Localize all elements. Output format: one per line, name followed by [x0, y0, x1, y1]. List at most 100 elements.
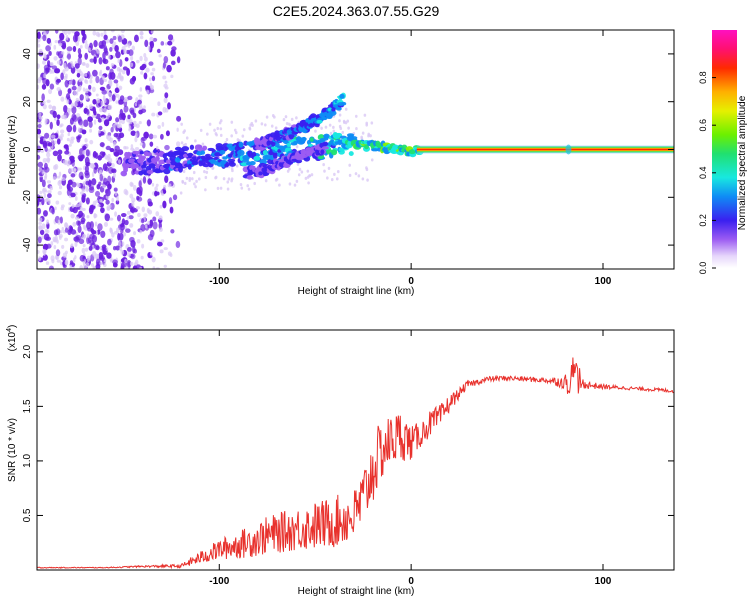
spectral-cell	[160, 41, 165, 46]
spectral-cell	[230, 120, 234, 124]
spectral-cell	[107, 54, 111, 60]
spectral-cell	[306, 169, 310, 173]
spectral-cell	[265, 115, 269, 119]
spectral-cell	[140, 71, 144, 75]
y-tick-label: -20	[22, 190, 33, 205]
spectral-cell	[176, 56, 181, 64]
spectral-cell	[79, 77, 84, 82]
spectral-cell	[137, 99, 142, 105]
spectral-cell	[93, 119, 97, 125]
spectral-cell	[53, 44, 57, 50]
spectral-cell	[290, 117, 294, 122]
spectral-cell	[96, 97, 101, 104]
y-tick-label: 20	[22, 96, 33, 108]
spectral-cell	[112, 35, 117, 41]
spectral-cell	[79, 44, 83, 49]
spectral-cell	[69, 155, 75, 162]
spectral-cell	[188, 152, 193, 158]
spectral-cell	[234, 131, 238, 135]
spectral-cell	[38, 256, 42, 262]
spectral-cell	[116, 67, 121, 72]
spectral-cell	[141, 136, 147, 141]
spectral-cell	[230, 166, 234, 171]
spectral-cell	[54, 206, 57, 211]
spectral-cell	[84, 138, 88, 143]
y-tick-label: 1.0	[22, 454, 33, 468]
spectral-cell	[78, 69, 82, 74]
spectral-cell	[48, 265, 54, 269]
spectral-cell	[125, 228, 131, 233]
spectral-cell	[76, 113, 81, 118]
spectral-cell	[97, 129, 101, 134]
spectral-cell	[128, 158, 136, 164]
spectral-cell	[109, 38, 114, 45]
spectral-cell	[117, 35, 122, 43]
spectral-cell	[331, 107, 336, 112]
spectral-cell	[90, 228, 95, 233]
spectral-cell	[106, 135, 112, 141]
spectral-cell	[240, 162, 248, 167]
spectral-cell	[107, 153, 111, 159]
spectral-cell	[73, 236, 79, 242]
spectral-cell	[338, 119, 341, 123]
spectral-cell	[72, 221, 77, 227]
spectral-cell	[84, 52, 89, 60]
spectral-cell	[130, 109, 135, 115]
spectral-cell	[72, 206, 78, 214]
signal-band-core	[416, 148, 674, 151]
snr-series-line	[37, 357, 674, 570]
spectral-cell	[75, 135, 82, 140]
spectral-cell	[157, 101, 161, 107]
spectral-cell	[371, 148, 379, 152]
spectral-cell	[107, 238, 112, 246]
spectral-cell	[320, 126, 323, 130]
spectral-cell	[152, 37, 158, 42]
spectral-cell	[222, 177, 226, 181]
spectral-cell	[129, 223, 134, 228]
spectral-cell	[163, 168, 171, 175]
spectral-cell	[62, 252, 68, 258]
spectral-cell	[37, 43, 41, 48]
spectral-cell	[93, 40, 98, 48]
spectral-cell	[157, 241, 163, 247]
spectral-cell	[86, 186, 89, 193]
spectral-cell	[87, 91, 92, 97]
spectral-cell	[78, 155, 84, 160]
spectral-cell	[258, 171, 263, 176]
spectral-cell	[102, 58, 109, 65]
spectral-cell	[328, 123, 332, 127]
spectral-cell	[361, 177, 365, 181]
spectral-cell	[139, 35, 144, 40]
spectral-cell	[92, 151, 97, 158]
spectral-cell	[67, 159, 71, 165]
spectral-cell	[100, 207, 105, 214]
spectral-cell	[147, 201, 153, 207]
spectral-cell	[103, 263, 107, 268]
spectral-cell	[136, 195, 140, 201]
spectral-cell	[45, 261, 50, 265]
spectral-cell	[154, 186, 158, 192]
spectral-cell	[85, 143, 89, 148]
spectral-cell	[60, 96, 65, 102]
spectral-cell	[89, 58, 95, 63]
spectral-cell	[58, 234, 63, 238]
spectral-cell	[37, 63, 40, 69]
colorbar: 0.0 0.2 0.4 0.6 0.8 Normalized spectral ampl…	[698, 30, 748, 274]
spectral-cell	[192, 170, 196, 175]
spectral-cell	[298, 167, 302, 171]
spectral-cell	[43, 193, 47, 199]
spectral-cell	[370, 121, 374, 125]
spectral-cell	[201, 142, 205, 146]
spectral-cell	[284, 115, 288, 119]
spectral-cell	[272, 152, 278, 159]
spectral-cell	[71, 204, 75, 209]
spectral-cell	[69, 264, 73, 269]
spectral-cell	[188, 176, 192, 181]
spectral-cell	[57, 190, 62, 196]
spectral-cell	[77, 225, 82, 233]
spectral-cell	[230, 179, 233, 183]
spectral-cell	[122, 70, 126, 75]
spectral-cell	[67, 30, 71, 35]
snr-frame	[36, 329, 675, 571]
